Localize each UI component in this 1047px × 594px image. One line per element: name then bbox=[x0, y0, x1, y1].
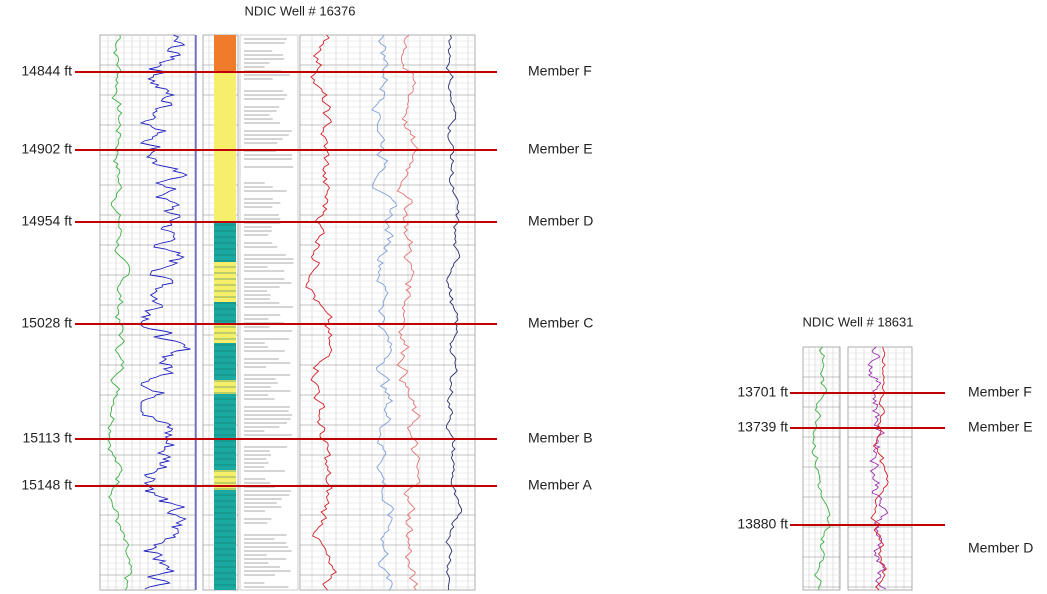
member-label: Member F bbox=[528, 63, 592, 79]
lithology bbox=[214, 35, 236, 72]
depth-label: 13739 ft bbox=[737, 419, 788, 435]
well-title: NDIC Well # 18631 bbox=[802, 314, 913, 329]
depth-label: 14954 ft bbox=[21, 213, 72, 229]
lithology bbox=[214, 262, 236, 302]
depth-label: 15028 ft bbox=[21, 315, 72, 331]
member-label: Member C bbox=[528, 315, 593, 331]
depth-label: 13701 ft bbox=[737, 384, 788, 400]
depth-label: 14902 ft bbox=[21, 141, 72, 157]
lithology bbox=[214, 72, 236, 222]
figure: NDIC Well # 16376 NDIC Well # 18631 1484… bbox=[0, 0, 1047, 594]
depth-label: 14844 ft bbox=[21, 63, 72, 79]
member-label: Member D bbox=[528, 213, 593, 229]
lithology bbox=[214, 325, 236, 343]
member-label: Member B bbox=[528, 430, 593, 446]
well-title: NDIC Well # 16376 bbox=[244, 3, 355, 18]
depth-label: 15113 ft bbox=[22, 430, 72, 446]
member-label: Member E bbox=[528, 141, 593, 157]
well-logs bbox=[100, 35, 912, 590]
depth-label: 15148 ft bbox=[21, 477, 72, 493]
member-label: Member A bbox=[528, 477, 592, 493]
depth-label: 13880 ft bbox=[737, 516, 788, 532]
member-label: Member E bbox=[968, 419, 1033, 435]
member-label: Member F bbox=[968, 384, 1032, 400]
member-label: Member D bbox=[968, 540, 1033, 556]
